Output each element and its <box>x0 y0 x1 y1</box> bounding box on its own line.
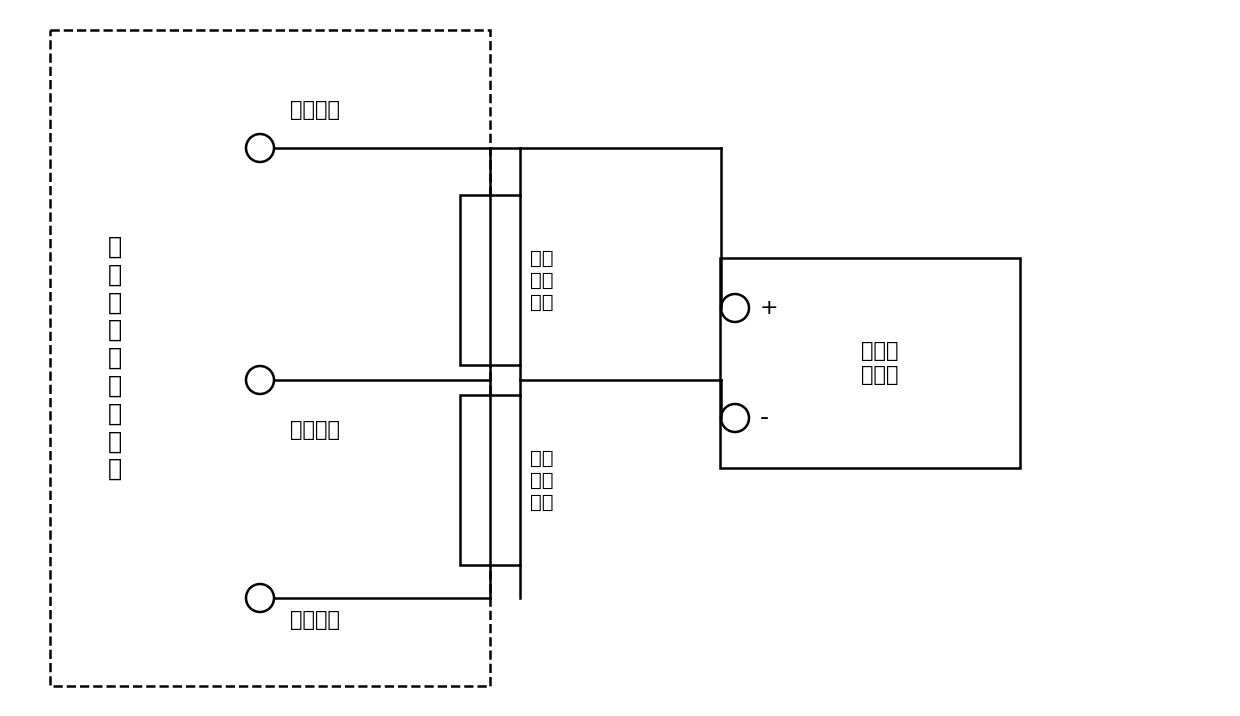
Text: 辅助电极: 辅助电极 <box>290 610 340 630</box>
Text: 第一
阻抗
模块: 第一 阻抗 模块 <box>529 448 553 511</box>
Text: 电压测
量模块: 电压测 量模块 <box>862 342 899 384</box>
Text: 被
校
循
环
伏
安
分
析
仪: 被 校 循 环 伏 安 分 析 仪 <box>108 235 122 481</box>
Text: 工作电极: 工作电极 <box>290 100 340 120</box>
Text: 参比电极: 参比电极 <box>290 420 340 440</box>
Bar <box>720 258 1021 468</box>
Text: 第一
阻抗
模块: 第一 阻抗 模块 <box>529 248 553 311</box>
Text: -: - <box>760 406 769 430</box>
Bar <box>460 395 520 565</box>
Bar <box>460 195 520 365</box>
Bar <box>50 30 490 686</box>
Text: +: + <box>760 298 779 318</box>
